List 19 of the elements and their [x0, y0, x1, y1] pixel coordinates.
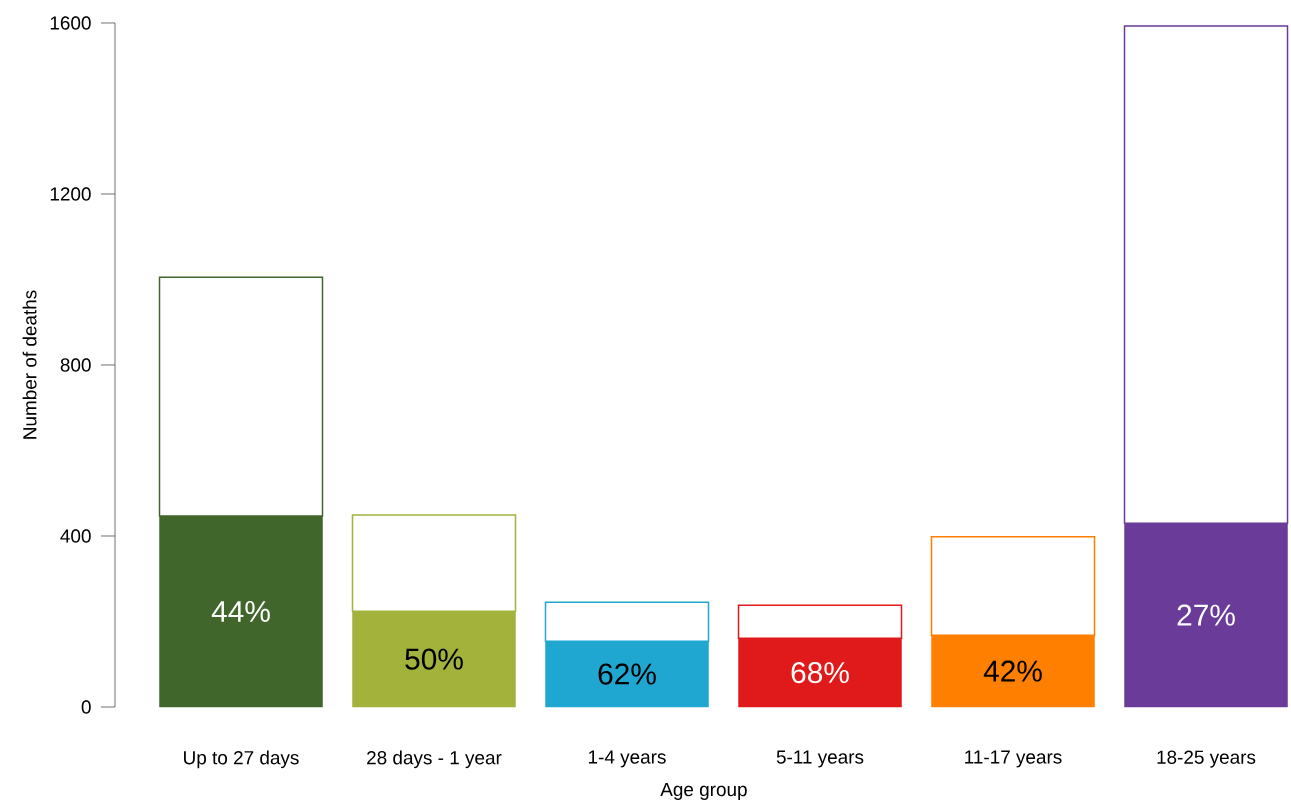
x-tick-label: 1-4 years — [588, 750, 666, 768]
x-axis-title: Age group — [660, 783, 747, 800]
annotation: 27% — [1177, 604, 1235, 626]
annotation: 50% — [405, 648, 463, 670]
y-tick-label: 800 — [60, 358, 91, 372]
x-tick-label: 18-25 years — [1157, 750, 1256, 768]
x-tick-label: 28 days - 1 year — [367, 750, 502, 769]
x-tick-label: Up to 27 days — [184, 750, 299, 769]
annotation: 62% — [598, 663, 656, 685]
y-tick-label: 1200 — [50, 187, 91, 201]
y-axis-title: Number of deaths — [22, 290, 37, 439]
annotation: 44% — [211, 600, 270, 622]
y-tick-label: 1600 — [50, 16, 91, 30]
x-tick-label: 11-17 years — [965, 750, 1062, 768]
annotation: 42% — [983, 660, 1042, 682]
annotation: 68% — [791, 661, 849, 684]
y-tick-label: 400 — [60, 529, 91, 543]
x-tick-label: 5-11 years — [776, 750, 864, 768]
y-tick-label: 0 — [81, 700, 91, 714]
